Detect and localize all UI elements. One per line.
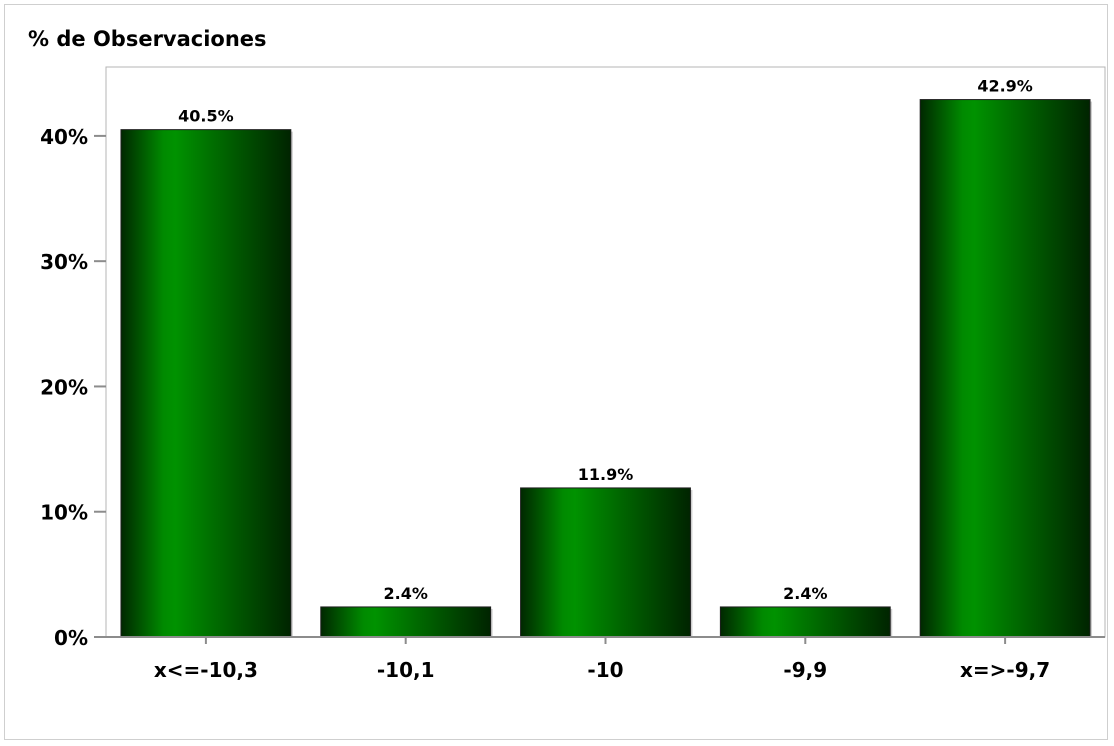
- bar-value-label: 40.5%: [178, 107, 234, 126]
- y-axis-label: % de Observaciones: [28, 27, 267, 51]
- y-tick-label: 10%: [40, 501, 88, 525]
- x-tick-label: x<=-10,3: [154, 658, 258, 682]
- bar: [520, 487, 691, 638]
- x-tick-label: -10,1: [377, 658, 435, 682]
- bar-value-label: 11.9%: [578, 465, 634, 484]
- x-axis: x<=-10,3 -10,1 -10 -9,9 x=>-9,7: [154, 637, 1050, 682]
- bar-value-label: 2.4%: [783, 584, 827, 603]
- y-tick-label: 0%: [54, 626, 88, 650]
- bar: [120, 129, 292, 638]
- value-labels: 40.5% 2.4% 11.9% 2.4% 42.9%: [178, 77, 1033, 603]
- y-axis: 0% 10% 20% 30% 40%: [40, 125, 106, 650]
- bar: [719, 606, 891, 638]
- y-tick-label: 40%: [40, 125, 88, 149]
- bar-value-label: 2.4%: [384, 584, 428, 603]
- bars: [120, 99, 1093, 638]
- y-tick-label: 20%: [40, 375, 88, 399]
- bar: [320, 606, 492, 638]
- y-tick-label: 30%: [40, 250, 88, 274]
- x-tick-label: -9,9: [783, 658, 827, 682]
- x-tick-label: x=>-9,7: [960, 658, 1050, 682]
- bar-value-label: 42.9%: [977, 77, 1033, 96]
- x-tick-label: -10: [587, 658, 623, 682]
- bar: [919, 99, 1091, 638]
